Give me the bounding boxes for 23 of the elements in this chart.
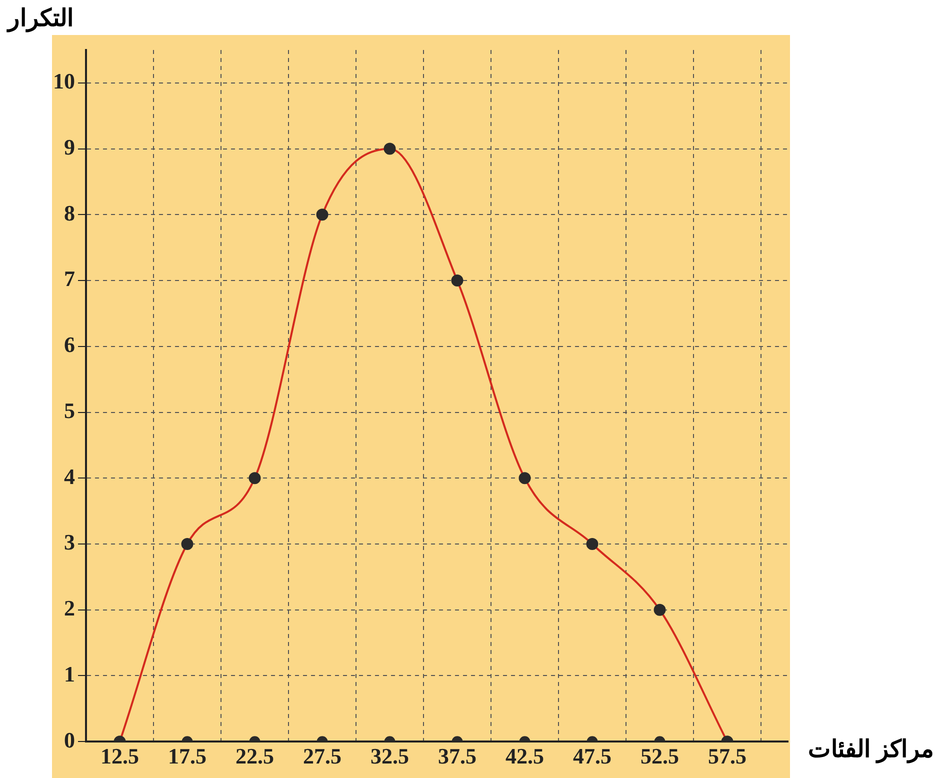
y-tick-label: 4 [64, 464, 75, 489]
x-axis-title: مراكز الفئات [808, 736, 934, 764]
y-tick-label: 6 [64, 332, 75, 358]
y-tick-label: 5 [64, 398, 75, 423]
y-tick-label: 0 [64, 727, 75, 752]
x-tick-label: 12.5 [100, 743, 139, 768]
y-tick-label: 9 [64, 134, 75, 160]
x-tick-label: 42.5 [506, 743, 544, 768]
x-tick-label: 57.5 [708, 743, 746, 768]
y-tick-label: 10 [53, 68, 75, 94]
y-tick-label: 3 [64, 530, 75, 555]
x-tick-label: 17.5 [168, 743, 206, 768]
x-tick-label: 27.5 [303, 743, 342, 768]
y-tick-label: 7 [64, 266, 75, 292]
y-axis-title: التكرار [8, 5, 74, 33]
y-tick-label: 2 [64, 596, 75, 621]
y-tick-label: 8 [64, 200, 75, 226]
x-tick-label: 47.5 [573, 743, 612, 768]
x-tick-label: 37.5 [438, 743, 476, 768]
x-tick-label: 32.5 [370, 743, 409, 768]
y-tick-label: 1 [64, 661, 75, 686]
x-tick-label: 22.5 [236, 743, 274, 768]
x-tick-label: 52.5 [640, 743, 679, 768]
